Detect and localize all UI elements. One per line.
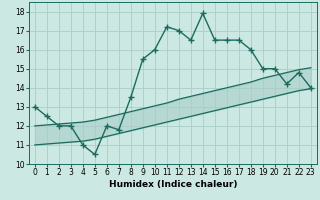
X-axis label: Humidex (Indice chaleur): Humidex (Indice chaleur) — [108, 180, 237, 189]
